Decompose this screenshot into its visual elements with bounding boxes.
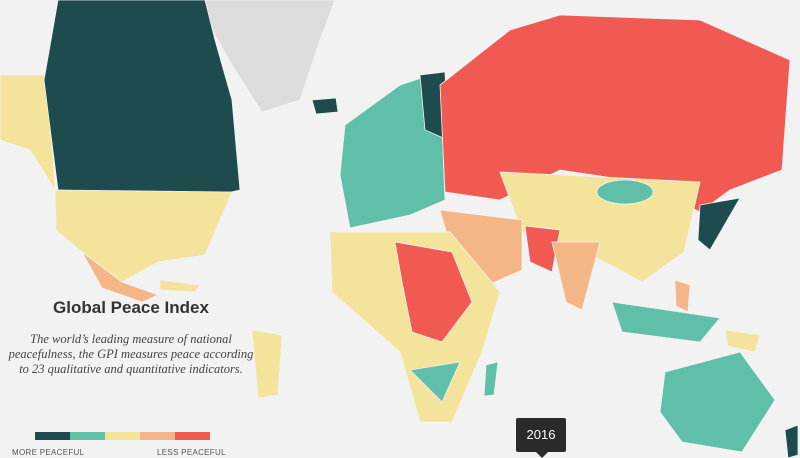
- south-america: [251, 329, 283, 399]
- canada: [43, 0, 241, 199]
- year-pointer: [536, 452, 548, 458]
- mexico: [81, 251, 160, 303]
- year-selector[interactable]: 2016: [516, 418, 566, 452]
- europe: [339, 71, 446, 229]
- description: The world’s leading measure of national …: [8, 332, 254, 376]
- usa: [54, 189, 233, 283]
- legend: [35, 432, 210, 440]
- legend-low-label: MORE PEACEFUL: [12, 448, 85, 457]
- png: [724, 329, 761, 353]
- info-panel: Global Peace Index The world’s leading m…: [0, 298, 262, 377]
- legend-swatch: [70, 432, 105, 440]
- greenland: [199, 0, 336, 113]
- legend-swatch: [140, 432, 175, 440]
- iceland: [311, 97, 339, 115]
- australia: [659, 351, 776, 453]
- title: Global Peace Index: [53, 298, 209, 317]
- indonesia: [611, 301, 721, 343]
- alaska: [0, 74, 56, 191]
- legend-high-label: LESS PEACEFUL: [157, 448, 226, 457]
- madagascar: [483, 361, 499, 397]
- philippines: [674, 279, 691, 313]
- southern-africa: [409, 361, 461, 403]
- caribbean: [159, 279, 201, 293]
- legend-swatch: [105, 432, 140, 440]
- new-zealand: [784, 424, 799, 458]
- russia: [439, 14, 791, 213]
- legend-swatch: [35, 432, 70, 440]
- india: [551, 241, 601, 311]
- afpak: [524, 225, 561, 273]
- japan: [697, 197, 741, 251]
- legend-swatch: [175, 432, 210, 440]
- mongolia: [596, 179, 654, 205]
- central-africa: [394, 241, 473, 343]
